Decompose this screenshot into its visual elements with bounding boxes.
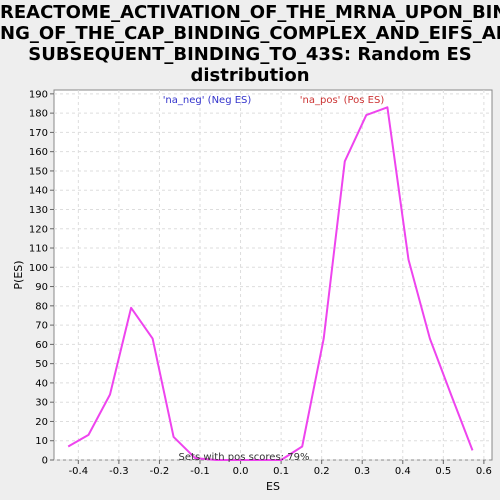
x-tick-label: 0.2 xyxy=(314,466,330,477)
x-tick-label: 0.5 xyxy=(435,466,451,477)
es-distribution-line xyxy=(67,106,474,461)
y-tick-label: 180 xyxy=(29,109,48,120)
y-tick-label: 80 xyxy=(35,301,48,312)
legend-neg-es: 'na_neg' (Neg ES) xyxy=(163,95,252,106)
y-tick-label: 30 xyxy=(35,398,48,409)
x-tick-label: 0.0 xyxy=(233,466,249,477)
pos-score-annotation: Sets with pos scores: 79% xyxy=(179,452,310,463)
y-tick-label: 60 xyxy=(35,340,48,351)
chart-title-line-2: NG_OF_THE_CAP_BINDING_COMPLEX_AND_EIFS_A… xyxy=(0,23,500,44)
x-tick-label: -0.3 xyxy=(109,466,129,477)
y-tick-label: 170 xyxy=(29,128,48,139)
y-tick-label: 10 xyxy=(35,436,48,447)
y-tick-label: 70 xyxy=(35,321,48,332)
y-tick-label: 40 xyxy=(35,378,48,389)
y-tick-label: 150 xyxy=(29,166,48,177)
x-tick-label: -0.1 xyxy=(190,466,210,477)
x-tick-label: -0.4 xyxy=(69,466,89,477)
y-tick-label: 120 xyxy=(29,224,48,235)
chart-title: REACTOME_ACTIVATION_OF_THE_MRNA_UPON_BIN… xyxy=(0,2,500,86)
x-axis-label: ES xyxy=(266,480,280,493)
y-axis-label: P(ES) xyxy=(12,260,25,289)
chart-title-line-1: REACTOME_ACTIVATION_OF_THE_MRNA_UPON_BIN… xyxy=(0,2,500,23)
y-tick-label: 20 xyxy=(35,417,48,428)
chart-title-line-3: SUBSEQUENT_BINDING_TO_43S: Random ES xyxy=(28,44,472,65)
y-axis-ticks: 0 10 20 30 40 50 60 70 80 90 100 110 120 130 140 150 160… xyxy=(29,89,54,467)
legend-pos-es: 'na_pos' (Pos ES) xyxy=(300,95,385,106)
x-tick-label: 0.6 xyxy=(476,466,492,477)
y-tick-label: 160 xyxy=(29,147,48,158)
x-axis-ticks: -0.4 -0.3 -0.2 -0.1 0.0 0.1 0.2 0.3 0.4 0.5 0.6 xyxy=(69,460,492,477)
y-tick-label: 130 xyxy=(29,205,48,216)
y-tick-label: 50 xyxy=(35,359,48,370)
y-tick-label: 140 xyxy=(29,186,48,197)
x-tick-label: 0.3 xyxy=(354,466,370,477)
x-tick-label: 0.1 xyxy=(273,466,289,477)
grid-lines xyxy=(54,90,492,461)
chart-title-line-4: distribution xyxy=(190,65,310,86)
y-tick-label: 100 xyxy=(29,263,48,274)
y-tick-label: 0 xyxy=(42,456,48,467)
plot-area xyxy=(53,89,493,461)
x-tick-label: -0.2 xyxy=(150,466,170,477)
series-group xyxy=(67,106,474,461)
y-tick-label: 90 xyxy=(35,282,48,293)
x-tick-label: 0.4 xyxy=(395,466,411,477)
y-tick-label: 110 xyxy=(29,244,48,255)
y-tick-label: 190 xyxy=(29,89,48,100)
